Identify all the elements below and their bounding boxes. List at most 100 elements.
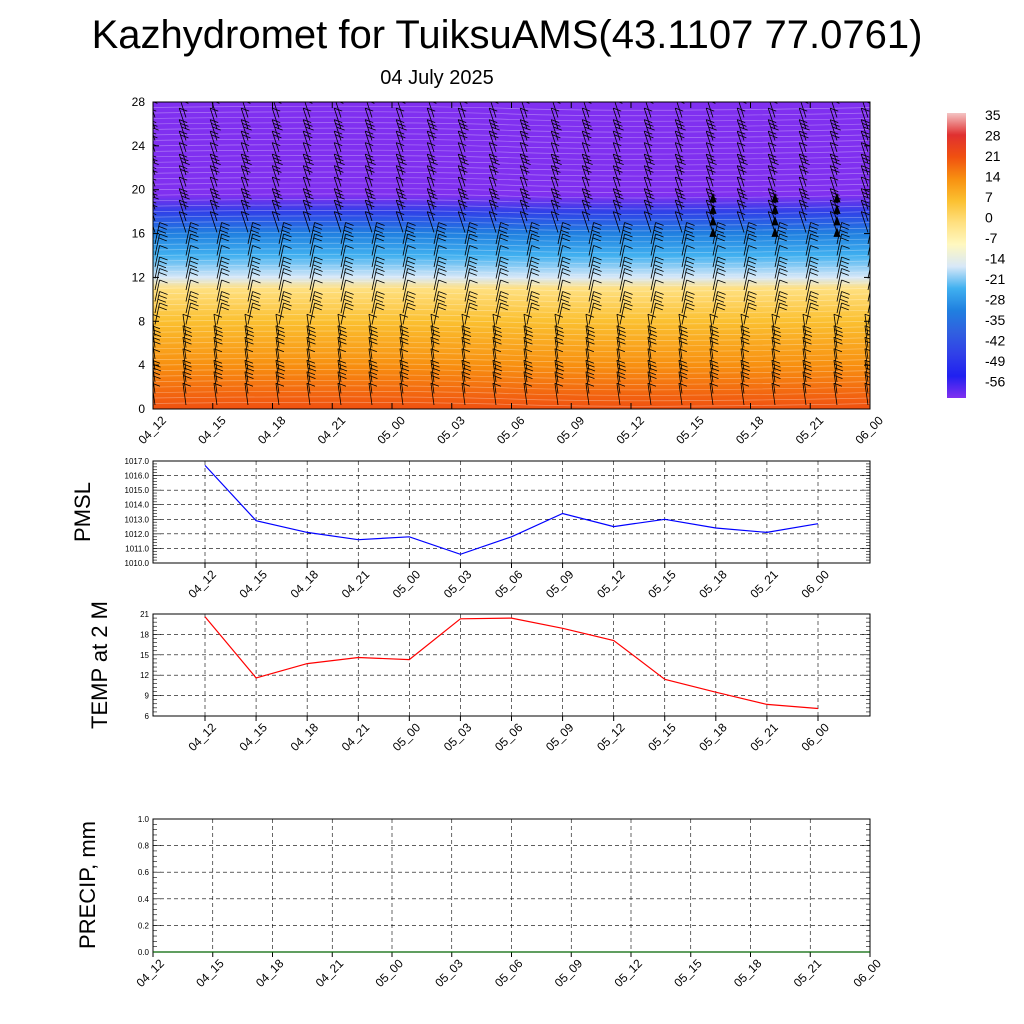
wind-barb-staff — [519, 211, 528, 233]
wind-barb-staff — [244, 337, 249, 360]
wind-barb-staff — [464, 233, 470, 256]
wind-barb-staff — [678, 360, 683, 383]
wind-barb-staff — [867, 278, 870, 291]
wind-barb-staff — [278, 245, 284, 268]
wind-barb-staff — [647, 314, 652, 337]
wind-barb-staff — [588, 279, 594, 302]
wind-barb-staff — [271, 199, 280, 222]
wind-barb-flag — [499, 237, 508, 242]
x-tick-label: 05_09 — [552, 956, 586, 990]
wind-barb-staff — [154, 245, 160, 268]
wind-barb-flag — [748, 233, 757, 238]
wind-barb-staff — [309, 302, 315, 325]
wind-barb-staff — [650, 233, 656, 256]
wind-barb-staff — [867, 290, 870, 302]
wind-barb-flag — [406, 271, 415, 276]
wind-barb-staff — [833, 337, 838, 360]
wind-barb-flag — [468, 260, 477, 265]
wind-barb-flag — [592, 271, 601, 276]
contour-line — [153, 374, 870, 380]
wind-barb-flag — [655, 256, 664, 261]
wind-barb-staff — [178, 119, 187, 141]
wind-barb-flag — [314, 268, 323, 272]
wind-barb-flag — [864, 313, 870, 317]
wind-barb-flag — [153, 109, 157, 112]
wind-barb-staff — [364, 107, 373, 130]
wind-barb-staff — [402, 233, 408, 256]
wind-barb-flag — [344, 294, 353, 299]
wind-barb-flag — [314, 291, 323, 295]
wind-barb-staff — [216, 233, 222, 256]
wind-barb-flag — [283, 291, 292, 295]
wind-barb-staff — [588, 222, 594, 245]
wind-barb-staff — [153, 121, 156, 130]
wind-barb-staff — [337, 325, 342, 348]
x-tick-label: 04_15 — [237, 720, 271, 754]
wind-barb-staff — [643, 188, 652, 210]
wind-barb-staff — [581, 199, 590, 222]
wind-barb-staff — [461, 348, 466, 371]
grid-lines — [153, 461, 870, 563]
wind-barb-staff — [829, 107, 838, 130]
wind-barb-flag — [679, 102, 685, 104]
wind-barb-staff — [676, 102, 683, 118]
y-tick-label: 1017.0 — [125, 457, 150, 466]
wind-barb-staff — [426, 153, 435, 176]
wind-barb-staff — [588, 302, 594, 325]
wind-barb-flag — [338, 102, 344, 104]
wind-barb-staff — [395, 153, 404, 176]
wind-barb-staff — [805, 302, 811, 325]
wind-barb-staff — [182, 348, 187, 371]
temp-panel: 6 9 12 15 18 21 04_12 04_15 04_18 04_21 05_00 05_03… — [87, 601, 871, 754]
wind-barb-flag — [872, 238, 880, 241]
wind-barb-flag — [189, 294, 198, 299]
wind-barb-flag — [747, 225, 756, 230]
wind-barb-flag — [591, 264, 601, 269]
wind-barb-flag — [872, 295, 880, 298]
wind-barb-staff — [774, 291, 780, 314]
wind-barb-staff — [829, 153, 838, 176]
wind-barb-flag — [808, 264, 818, 269]
wind-barb-staff — [185, 233, 191, 256]
wind-barb-flag — [529, 298, 539, 303]
wind-barb-flag — [189, 225, 198, 230]
wind-barb-staff — [650, 279, 656, 302]
wind-barb-staff — [395, 176, 404, 199]
wind-barb-staff — [616, 360, 621, 383]
wind-barb-staff — [275, 383, 280, 406]
wind-barb-staff — [612, 142, 621, 164]
wind-barb-flag — [777, 298, 787, 303]
wind-barb-flag — [312, 229, 322, 234]
wind-barb-flag — [622, 298, 632, 303]
wind-barb-flag — [585, 313, 595, 318]
wind-barb-flag — [654, 225, 663, 230]
wind-barb-flag — [706, 97, 714, 100]
wind-barb-flag — [282, 260, 291, 265]
figure-title: Kazhydromet for TuiksuAMS(43.1107 77.076… — [92, 13, 923, 57]
wind-barb-flag — [158, 225, 167, 230]
wind-barb-flag — [375, 306, 384, 311]
wind-barb-staff — [178, 153, 187, 176]
wind-barb-staff — [302, 211, 311, 233]
wind-barb-staff — [371, 279, 377, 302]
wind-barb-flag — [493, 102, 499, 104]
wind-barb-staff — [457, 211, 466, 233]
x-tick-label: 05_03 — [432, 956, 466, 990]
wind-barb-staff — [774, 302, 780, 325]
wind-barb-flag — [283, 233, 292, 238]
wind-barb-flag — [345, 245, 354, 249]
wind-barb-flag — [833, 313, 843, 318]
wind-barb-staff — [550, 211, 559, 233]
wind-barb-flag — [221, 245, 230, 249]
wind-barb-staff — [337, 383, 342, 406]
wind-barb-staff — [461, 371, 466, 394]
wind-barb-flag — [469, 268, 478, 272]
wind-barb-flag — [405, 264, 415, 269]
wind-barb-staff — [213, 383, 218, 406]
wind-barb-staff — [154, 268, 160, 291]
wind-barb-staff — [681, 279, 687, 302]
x-tick-label: 05_06 — [492, 956, 526, 990]
wind-barb-staff — [492, 348, 497, 371]
wind-barb-flag — [748, 279, 757, 284]
wind-barb-flag — [561, 260, 570, 265]
